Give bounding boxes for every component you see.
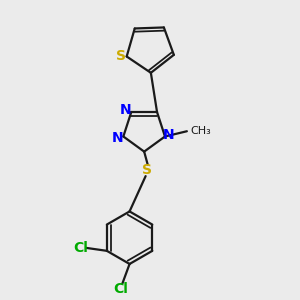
Text: Cl: Cl	[74, 241, 88, 255]
Text: N: N	[163, 128, 174, 142]
Text: S: S	[116, 50, 126, 64]
Text: Cl: Cl	[113, 282, 128, 296]
Text: N: N	[120, 103, 131, 117]
Text: N: N	[112, 131, 123, 145]
Text: S: S	[142, 163, 152, 177]
Text: CH₃: CH₃	[190, 126, 211, 136]
